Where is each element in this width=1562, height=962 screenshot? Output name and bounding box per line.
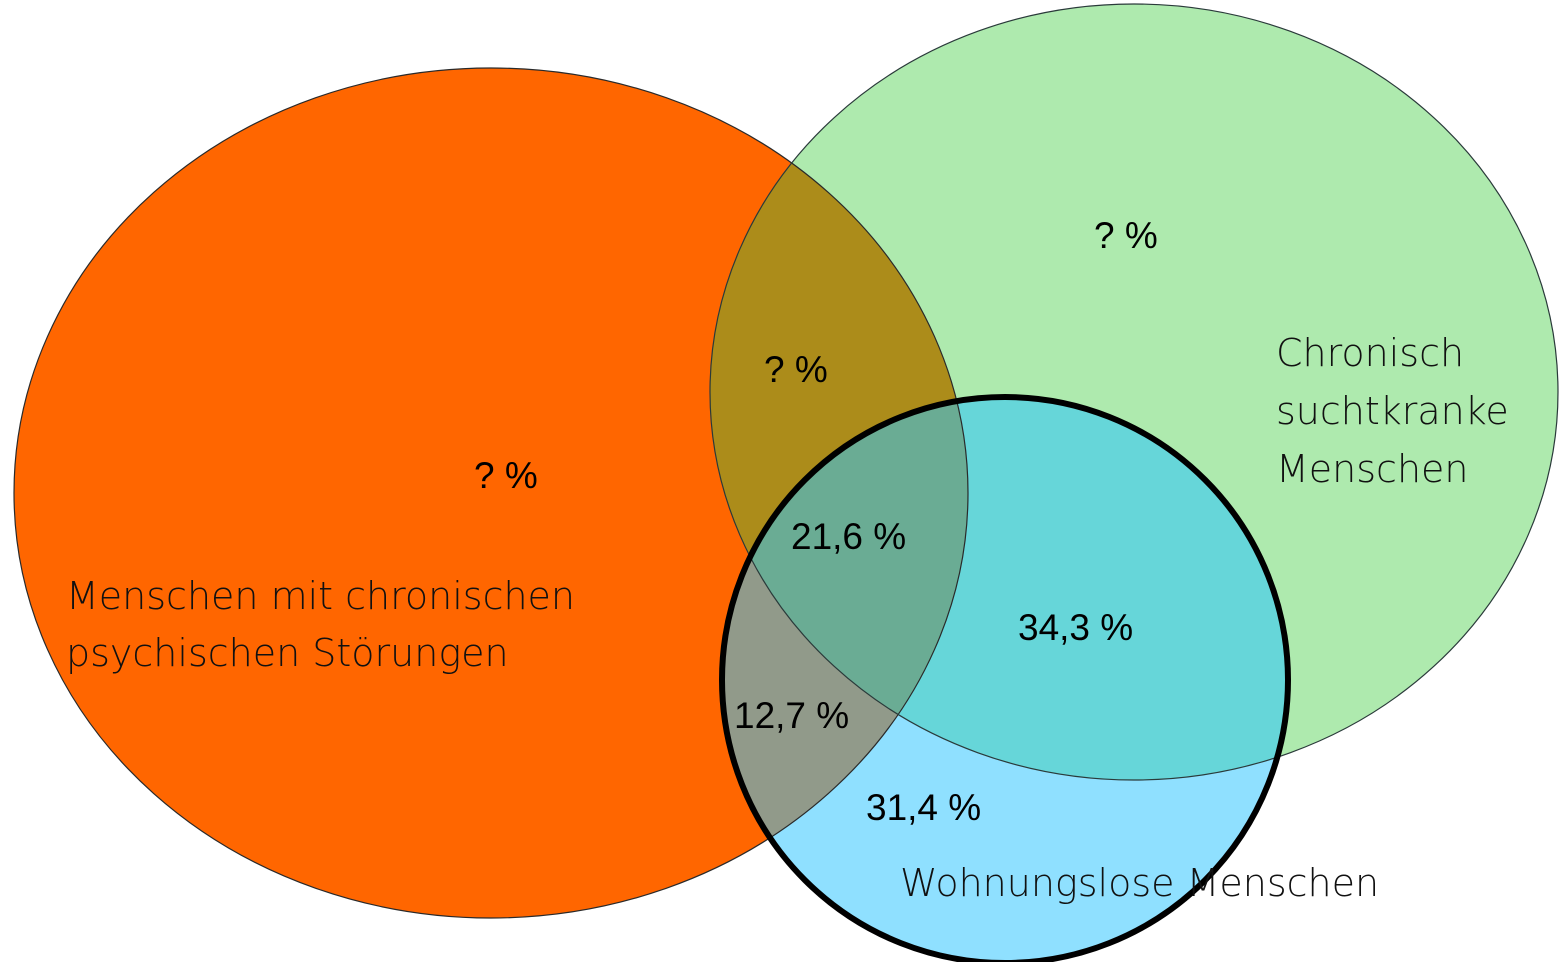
overlap-all-group	[722, 397, 968, 780]
outline-sucht	[709, 3, 1559, 781]
region-label: ? %	[764, 349, 828, 390]
set-label: Menschen mit chronischen	[66, 574, 575, 618]
region-label: 31,4 %	[866, 787, 981, 828]
outline-wohnungslos	[719, 394, 1291, 962]
set-label: Menschen	[1276, 447, 1469, 491]
set-label: Wohnungslose Menschen	[900, 861, 1379, 905]
set-label: psychischen Störungen	[66, 631, 509, 675]
set-label: suchtkranke	[1276, 389, 1509, 433]
outline-psychisch	[13, 67, 969, 919]
overlap-all	[722, 397, 968, 780]
region-label: 12,7 %	[734, 695, 849, 736]
region-label: ? %	[474, 455, 538, 496]
region-label: 21,6 %	[791, 516, 906, 557]
set-label: Chronisch	[1276, 331, 1464, 375]
region-label: ? %	[1094, 215, 1158, 256]
region-label: 34,3 %	[1018, 607, 1133, 648]
